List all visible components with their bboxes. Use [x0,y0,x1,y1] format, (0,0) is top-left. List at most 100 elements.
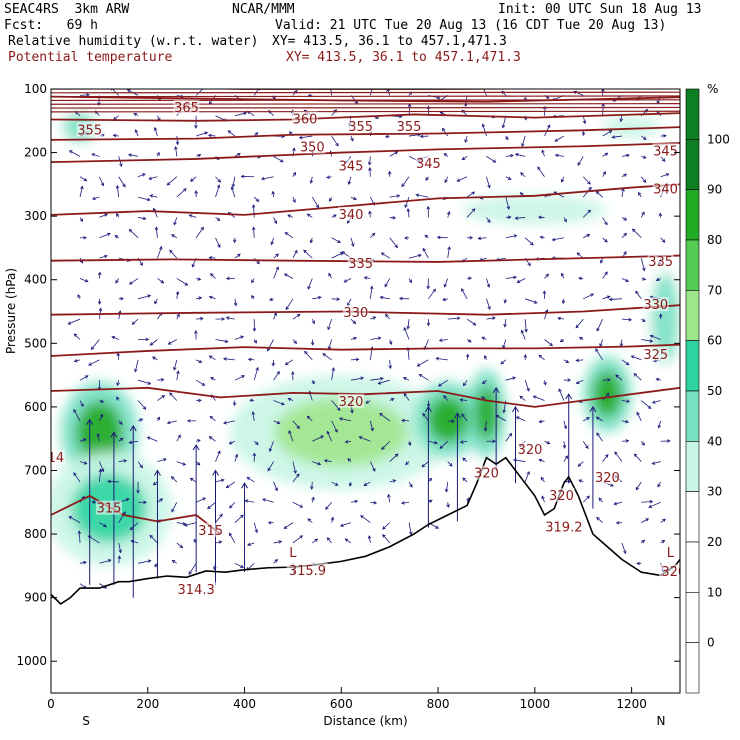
contour-label-bg [197,522,224,537]
wind-arrow [368,535,371,544]
wind-arrow [641,518,649,523]
wind-arrow-head [546,440,551,445]
contour-label-bg [51,449,65,464]
wind-arrow [563,359,569,363]
wind-arrow [486,298,491,310]
contour-label: 320 [474,467,499,482]
wind-arrow [229,532,236,544]
wind-arrow-head [119,421,123,425]
wind-arrow [172,560,178,564]
wind-arrow-head [311,320,315,325]
wind-arrow [226,317,235,320]
wind-arrow-head [160,279,165,284]
wind-arrow-head [100,399,105,403]
wind-arrow-head [642,267,646,272]
wind-arrow-head [139,464,143,469]
wind-arrow-head [641,318,646,322]
contour-label: 314.3 [178,583,215,598]
wind-arrow [382,534,391,544]
wind-arrow [538,354,545,361]
wind-arrow-head [274,487,278,492]
wind-arrow [486,176,491,188]
wind-arrow-head [327,326,331,331]
wind-arrow [292,420,300,429]
rh-blob-core [76,401,123,463]
wind-arrow [129,278,139,285]
wind-arrow-head [557,316,561,321]
wind-arrow-head [666,439,671,443]
wind-arrow [631,355,642,361]
wind-arrow-head [323,459,328,463]
wind-arrow-head [220,478,225,483]
wind-arrow-head [581,131,586,135]
wind-arrow [226,481,236,488]
wind-arrow [176,136,179,145]
wind-arrow-head [183,188,187,192]
wind-arrow [447,211,450,218]
x-tick-label: 1000 [520,697,551,711]
wind-arrow [229,440,236,445]
wind-arrow-head [403,392,407,397]
wind-arrow [137,400,146,410]
wind-arrow-head [128,228,133,233]
wind-arrow [596,416,603,422]
wind-arrow-head [487,219,491,223]
wind-arrow-head [283,525,288,529]
wind-arrow-head [194,125,198,129]
wind-arrow [311,481,313,490]
wind-arrow-head [175,141,180,146]
wind-arrow-head [432,288,436,293]
wind-arrow-head [661,540,666,544]
contour-label: 320.1 [661,565,698,580]
wind-arrow [381,252,390,259]
wind-arrow-head [446,211,451,215]
wind-arrow-head [513,275,518,280]
wind-arrow [525,298,538,304]
wind-arrow-head [247,542,251,546]
wind-arrow-head [174,145,178,150]
wind-arrow [196,297,202,300]
wind-arrow [231,186,236,198]
wind-arrow [155,227,158,238]
wind-arrow [379,413,390,422]
wind-arrow [408,522,412,535]
wind-arrow-head [221,317,226,321]
wind-arrow-head [116,212,120,217]
wind-arrow [131,318,139,325]
wind-arrow-head [604,152,609,157]
wind-arrow [73,472,81,483]
wind-arrow-head [250,295,255,299]
wind-arrow [118,542,122,553]
wind-arrow-head [559,338,564,343]
wind-arrow [307,278,313,290]
wind-arrow [615,374,623,381]
wind-arrow [602,237,608,243]
wind-arrow-head [422,412,426,417]
wind-arrow-head [246,476,251,481]
wind-arrow-head [623,217,628,221]
contour-label-bg [642,346,669,361]
wind-arrow [428,440,438,444]
contour-label: 330 [643,298,668,313]
wind-arrow-head [219,513,223,518]
wind-arrow-head [229,532,233,537]
wind-arrow-head [443,283,448,288]
wind-arrow [557,317,564,320]
wind-arrow [389,479,396,483]
wind-arrow [331,237,341,243]
wind-arrow-head [166,420,171,425]
wind-arrow [350,337,357,340]
wind-arrow [363,481,371,486]
wind-arrow-head [575,324,580,329]
wind-arrow-head [372,316,377,320]
wind-arrow-head [541,495,545,500]
wind-arrow [652,400,661,404]
wind-arrow-head [551,237,556,242]
wind-arrow-head [251,279,255,284]
wind-arrow [599,339,603,347]
wind-arrow [118,556,120,564]
wind-arrow-head [98,468,103,473]
wind-arrow-head [443,153,448,157]
wind-arrow [520,172,526,178]
contour-label-bg [652,181,679,196]
